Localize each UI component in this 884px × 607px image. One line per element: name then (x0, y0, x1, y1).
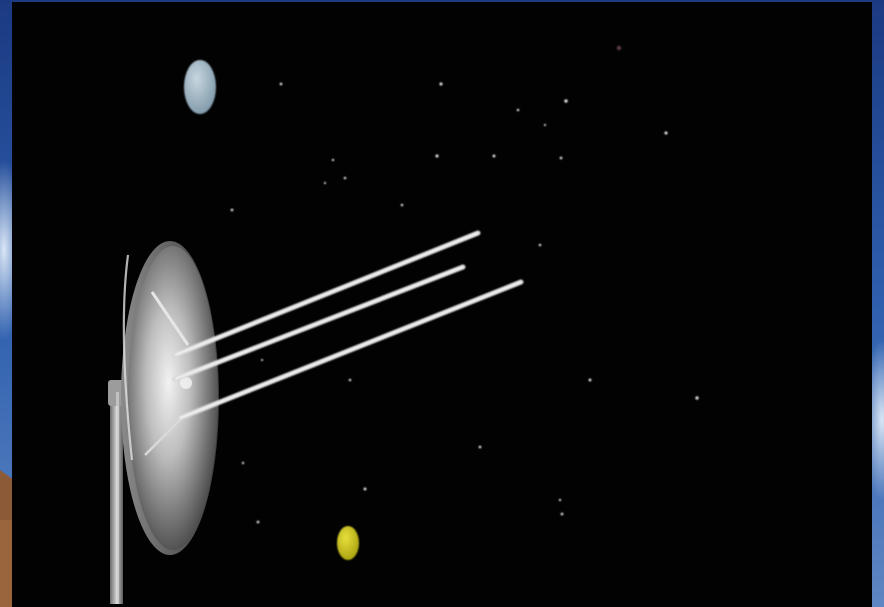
star (323, 181, 327, 185)
star (331, 158, 335, 162)
star (256, 520, 260, 524)
yellow-planet (337, 526, 359, 560)
star (230, 208, 234, 212)
support-mast (108, 380, 128, 604)
stars (230, 45, 699, 524)
star (279, 82, 283, 86)
star (400, 203, 404, 207)
star (439, 82, 443, 86)
star (516, 108, 520, 112)
star (664, 131, 668, 135)
star (560, 512, 564, 516)
blue-planet (184, 60, 216, 114)
star (363, 487, 367, 491)
star (435, 154, 439, 158)
star (241, 461, 245, 465)
satellite-dish (121, 241, 219, 555)
star (538, 243, 542, 247)
star (558, 498, 562, 502)
star (559, 156, 563, 160)
star (543, 123, 547, 127)
star (616, 45, 622, 51)
star (478, 445, 482, 449)
star (348, 378, 352, 382)
star (492, 154, 496, 158)
star (260, 358, 264, 362)
star (695, 396, 699, 400)
feed-arm (150, 291, 190, 346)
feed-arm (144, 417, 183, 456)
star (343, 176, 347, 180)
star (564, 99, 568, 103)
signal-beams (172, 230, 524, 421)
star (588, 378, 592, 382)
